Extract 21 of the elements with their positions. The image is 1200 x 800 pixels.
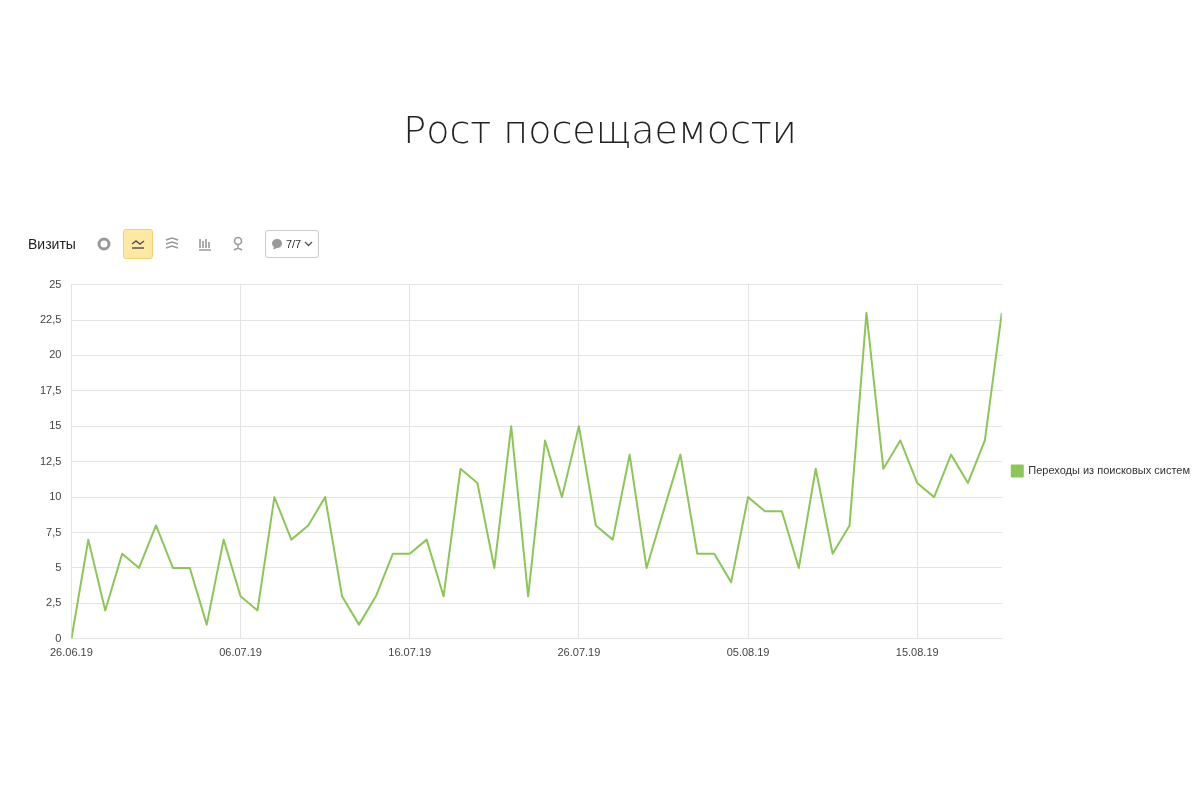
y-tick-label: 7,5 bbox=[46, 525, 62, 538]
y-tick-label: 15 bbox=[49, 419, 62, 432]
y-tick-label: 5 bbox=[55, 560, 62, 573]
legend-label: Переходы из поисковых систем bbox=[1028, 464, 1191, 477]
x-tick-label: 06.07.19 bbox=[219, 646, 262, 659]
y-tick-label: 10 bbox=[49, 490, 62, 503]
y-tick-label: 17,5 bbox=[39, 383, 62, 396]
y-tick-label: 20 bbox=[49, 348, 62, 361]
y-tick-label: 12,5 bbox=[39, 454, 62, 467]
chart-title: Рост посещаемости bbox=[402, 108, 798, 152]
y-tick-label: 22,5 bbox=[39, 313, 62, 326]
y-tick-label: 25 bbox=[49, 277, 62, 290]
chart-subtitle: Визиты bbox=[28, 236, 76, 252]
x-tick-label: 26.06.19 bbox=[50, 646, 93, 659]
x-tick-label: 05.08.19 bbox=[726, 646, 770, 659]
x-tick-label: 15.08.19 bbox=[895, 646, 939, 659]
y-tick-label: 2,5 bbox=[46, 596, 62, 609]
x-tick-label: 26.07.19 bbox=[557, 646, 601, 659]
y-tick-label: 0 bbox=[55, 631, 62, 644]
x-tick-label: 16.07.19 bbox=[388, 646, 432, 659]
text: 7/7 bbox=[285, 238, 302, 250]
